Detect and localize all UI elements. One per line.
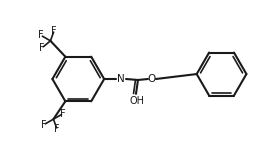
Text: OH: OH bbox=[129, 96, 144, 106]
Text: F: F bbox=[39, 43, 45, 53]
Text: F: F bbox=[60, 109, 66, 119]
Text: F: F bbox=[38, 30, 44, 40]
Text: F: F bbox=[41, 120, 47, 130]
Text: O: O bbox=[148, 74, 156, 84]
Text: N: N bbox=[117, 74, 125, 84]
Text: F: F bbox=[54, 124, 60, 134]
Text: F: F bbox=[51, 26, 57, 36]
